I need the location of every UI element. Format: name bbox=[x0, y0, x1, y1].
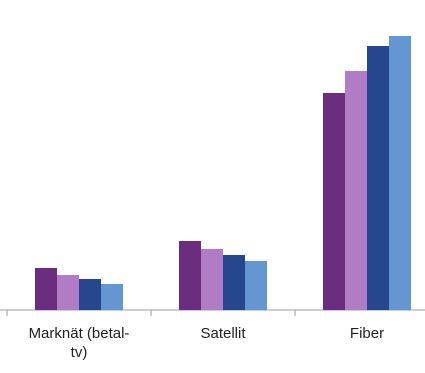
x-tick-label: Fiber bbox=[350, 325, 384, 342]
bar bbox=[57, 275, 79, 310]
bar bbox=[367, 46, 389, 310]
bar bbox=[323, 93, 345, 310]
bar bbox=[201, 249, 223, 310]
bar bbox=[389, 36, 411, 310]
x-tick-label: Marknät (betal-tv) bbox=[29, 325, 130, 361]
bar bbox=[223, 255, 245, 310]
x-tick-label-line: Fiber bbox=[350, 325, 384, 342]
bar bbox=[245, 261, 267, 310]
x-tick-label-line: tv) bbox=[71, 344, 88, 361]
bar bbox=[345, 71, 367, 310]
x-tick-label-line: Satellit bbox=[200, 325, 246, 342]
bar bbox=[179, 241, 201, 310]
bar bbox=[35, 268, 57, 310]
x-tick-label: Satellit bbox=[200, 325, 246, 342]
bar bbox=[101, 284, 123, 310]
bar bbox=[79, 279, 101, 310]
x-tick-label-line: Marknät (betal- bbox=[29, 325, 130, 342]
